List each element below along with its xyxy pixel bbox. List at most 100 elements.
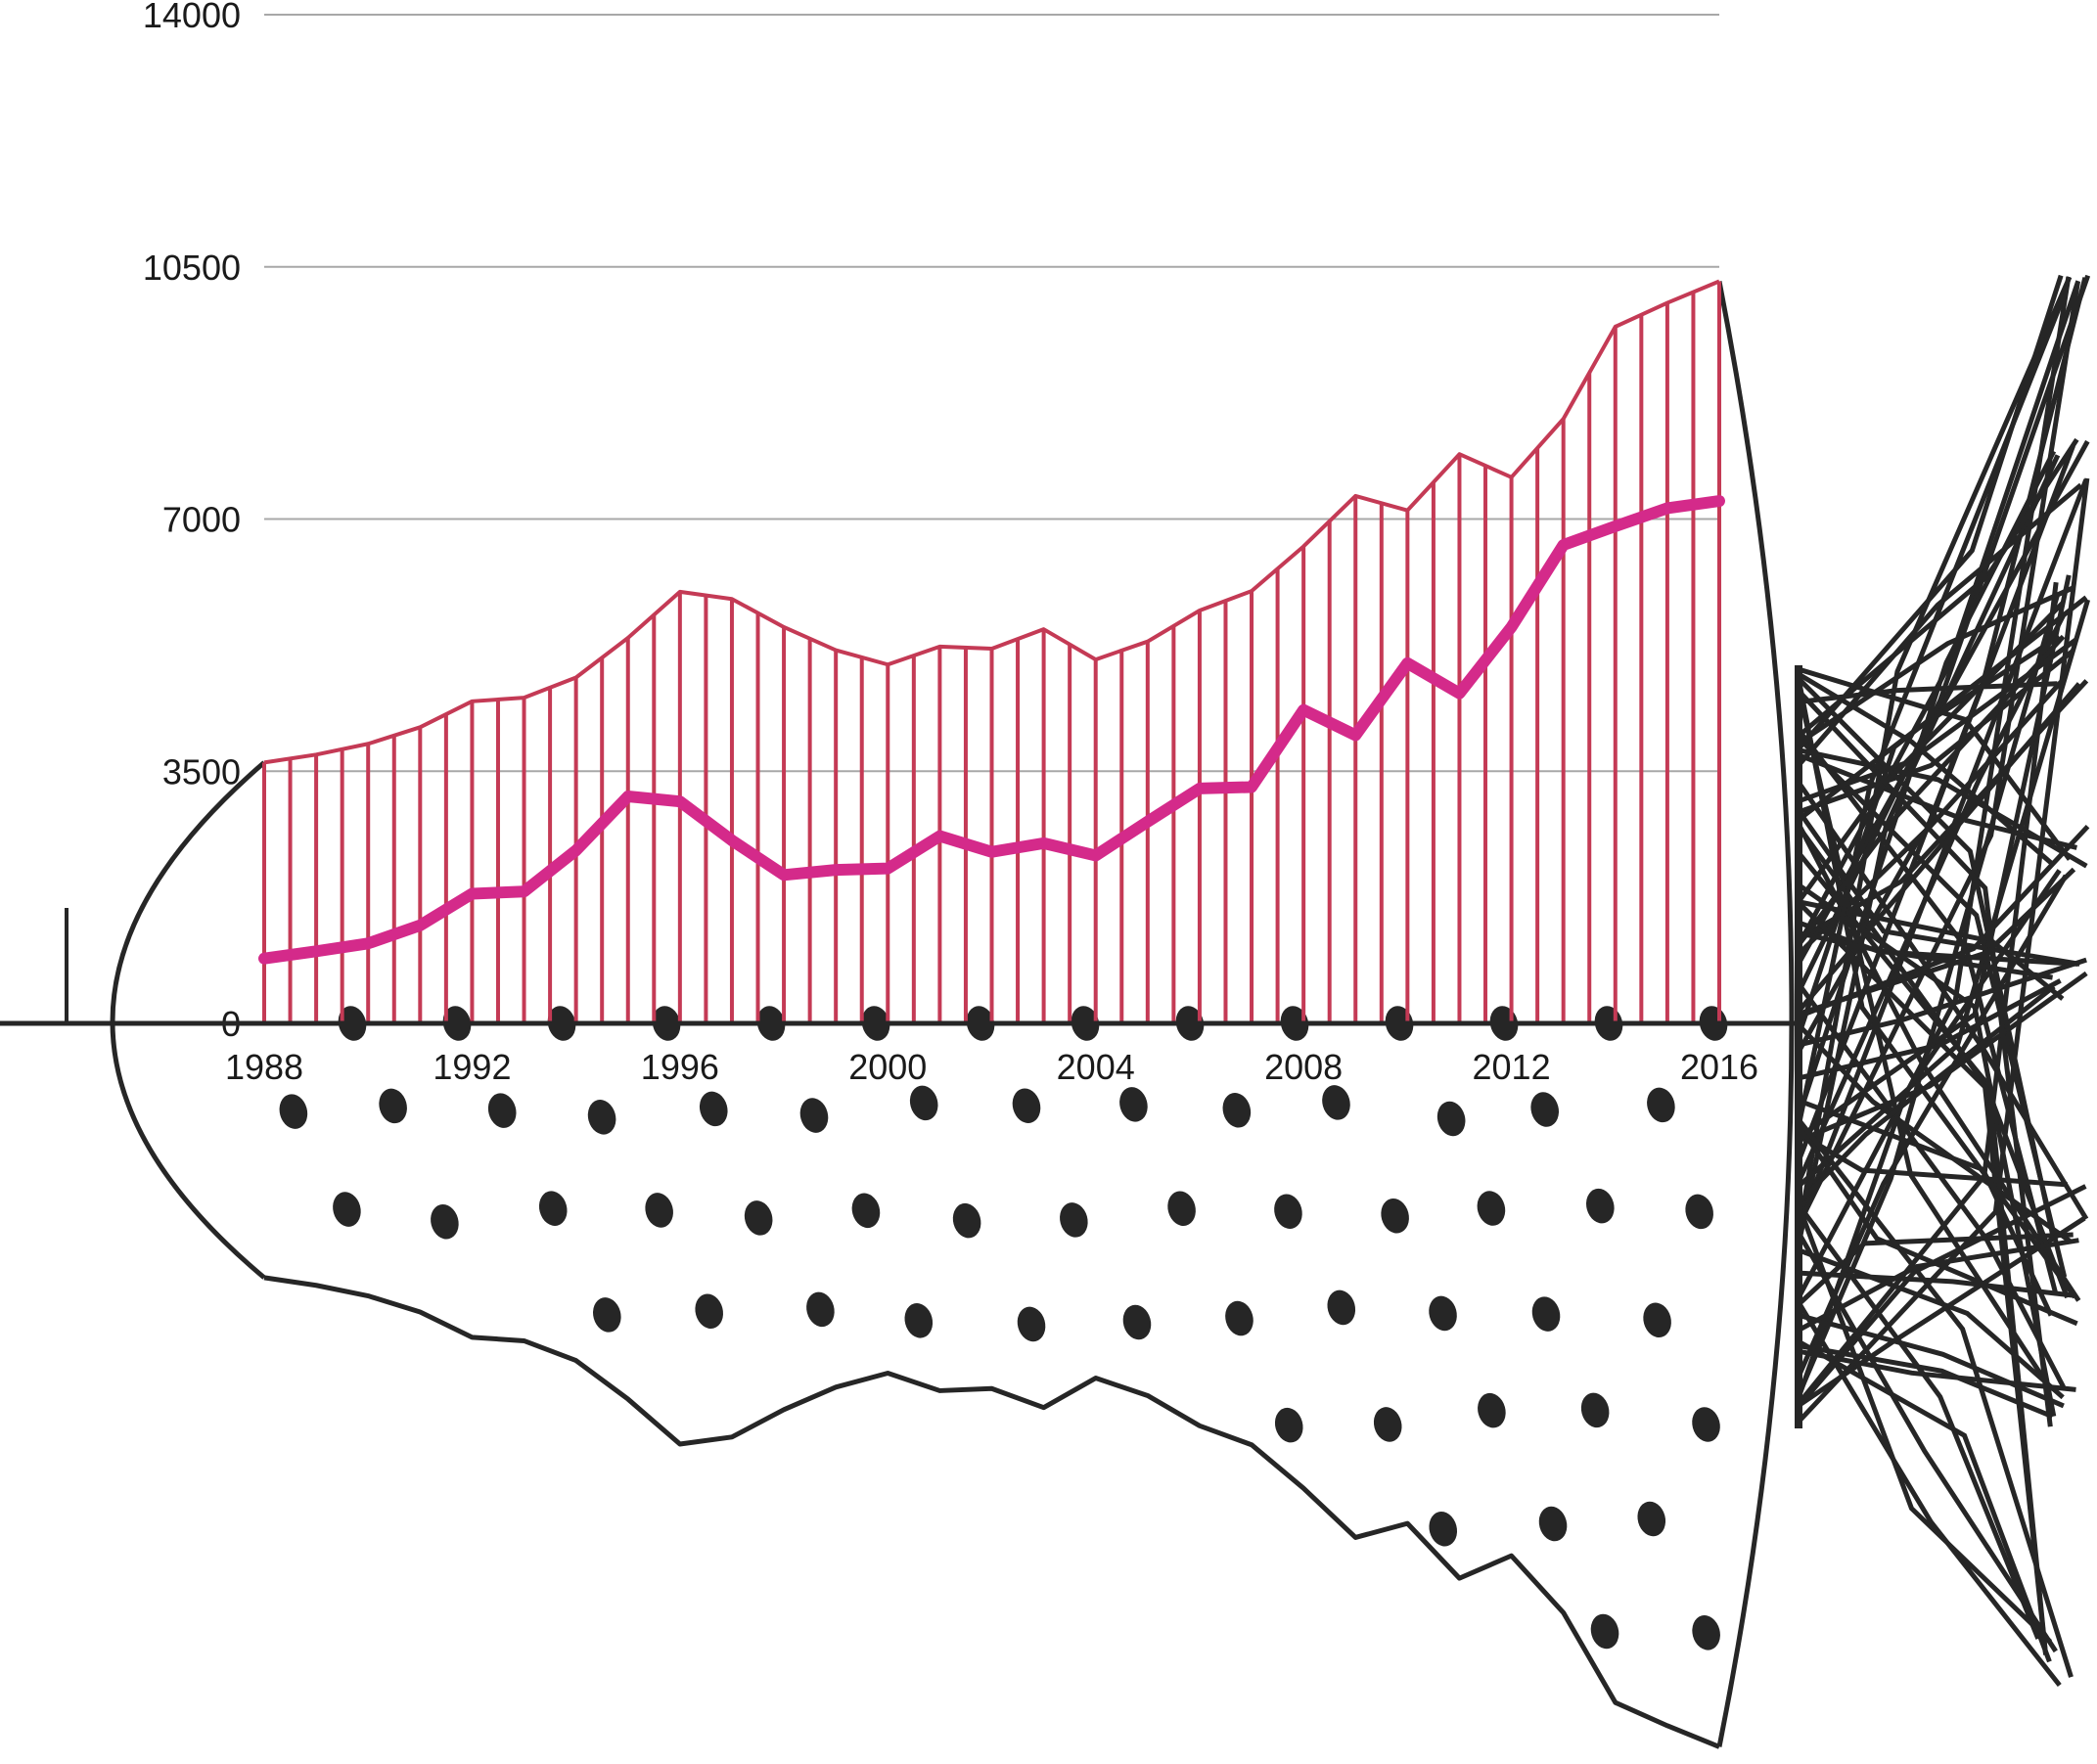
x-tick-label: 2012: [1473, 1047, 1551, 1087]
scribble-stroke: [1797, 900, 2070, 1299]
trend-line: [258, 495, 1725, 965]
series-line: [258, 495, 1725, 965]
scribble-stroke: [1798, 681, 2058, 704]
y-axis-ticks: 0350070001050014000: [143, 0, 241, 1044]
pattern-dot: [379, 1088, 407, 1124]
scribble-stroke: [1797, 634, 2066, 947]
pattern-dot: [1429, 1295, 1457, 1332]
pattern-dot: [695, 1293, 723, 1330]
scribble-stroke: [1796, 450, 2057, 1118]
x-axis-ticks: 1988 1992 1996 2000 2004 2008 2012 2016: [225, 1047, 1758, 1087]
pattern-dot: [1222, 1093, 1252, 1128]
scribble-stroke: [1797, 1339, 2052, 1663]
y-tick-label: 3500: [162, 751, 241, 792]
pattern-dot: [1274, 1407, 1303, 1443]
scribble-stroke: [1797, 984, 2056, 1205]
mirror-outline: [263, 1275, 1720, 1749]
scribble-stroke: [1797, 1216, 2086, 1408]
pattern-dot: [1274, 1194, 1302, 1229]
scribble-stroke: [1797, 437, 2079, 739]
pattern-dot: [279, 1094, 308, 1129]
scribble-stroke: [1796, 293, 2068, 1127]
scribble-stroke: [1798, 1247, 2065, 1400]
scribble-stroke: [1798, 747, 2088, 869]
pattern-dot: [1538, 1506, 1568, 1542]
scribble-stroke: [1796, 1123, 2078, 1327]
pattern-dot: [1060, 1202, 1088, 1238]
scribble-stroke: [1796, 677, 2077, 1299]
pattern-dot: [431, 1203, 459, 1240]
scribble-stroke: [1798, 1343, 2054, 1420]
pattern-dot: [587, 1100, 616, 1135]
scribble-stroke: [1797, 676, 2055, 1236]
scribble-stroke: [1796, 600, 2066, 904]
pattern-dot: [333, 1192, 361, 1227]
pattern-dot: [1586, 1188, 1615, 1224]
scribble-stroke: [1797, 1184, 2087, 1409]
pattern-dot: [1530, 1092, 1559, 1127]
pattern-dot: [1322, 1085, 1350, 1120]
pattern-dot: [1373, 1407, 1402, 1442]
scribble-stroke: [1797, 274, 2064, 751]
pattern-dot: [1122, 1304, 1152, 1340]
pattern-dot: [1327, 1289, 1356, 1326]
pattern-dot: [1381, 1198, 1409, 1234]
pattern-dot: [904, 1303, 934, 1338]
pattern-dot: [1225, 1300, 1254, 1336]
scribble-stroke: [1796, 592, 2061, 1397]
scribble-stroke: [1796, 478, 2089, 1229]
scribble-stroke: [1797, 728, 2059, 1295]
x-tick-label: 2008: [1264, 1047, 1343, 1087]
left-lens: [110, 760, 266, 1280]
right-lens: [1716, 281, 1795, 1747]
pattern-dot: [1643, 1302, 1671, 1338]
scribble-stroke: [1797, 1022, 2074, 1244]
series-outline: [263, 279, 1720, 765]
pattern-dot: [1167, 1191, 1196, 1227]
upper-hatched-area: [262, 279, 1721, 1023]
y-tick-label: 14000: [143, 0, 241, 35]
pattern-dot: [1477, 1191, 1506, 1226]
pattern-dot: [1580, 1392, 1610, 1428]
x-tick-label: 2016: [1680, 1047, 1758, 1087]
pattern-dot: [952, 1202, 981, 1239]
y-tick-label: 10500: [143, 248, 241, 288]
pattern-dot: [806, 1291, 835, 1328]
pattern-dot: [1478, 1392, 1506, 1428]
scribble-stroke: [1797, 689, 2053, 1427]
pattern-dot: [1017, 1306, 1046, 1342]
y-tick-label: 7000: [162, 500, 241, 540]
pattern-dot: [1685, 1194, 1713, 1230]
pattern-dot: [1119, 1087, 1148, 1122]
pattern-dot: [699, 1091, 728, 1127]
scribble-stroke: [1797, 482, 2083, 767]
pattern-dot: [851, 1193, 881, 1229]
scribble-stroke: [1796, 676, 2067, 1054]
scribble-stroke: [1798, 957, 2087, 1048]
pattern-dot: [1637, 1501, 1666, 1537]
scribble-stroke: [1797, 1117, 2074, 1678]
pattern-dot: [1590, 1613, 1619, 1650]
x-tick-label: 1996: [641, 1047, 719, 1087]
pattern-dot: [1012, 1088, 1041, 1123]
pattern-dot: [1531, 1296, 1561, 1332]
x-tick-label: 2004: [1057, 1047, 1135, 1087]
pattern-dot: [744, 1200, 773, 1236]
pattern-dot: [1429, 1511, 1458, 1547]
pattern-dot: [1692, 1407, 1720, 1442]
x-tick-label: 1988: [225, 1047, 303, 1087]
scribble-stroke: [1796, 276, 2073, 1234]
pattern-dot: [1647, 1087, 1675, 1123]
pattern-dot: [538, 1191, 568, 1226]
pattern-dot: [645, 1193, 673, 1228]
pattern-dot: [799, 1098, 829, 1133]
scribble-stroke: [1797, 634, 2061, 822]
right-scribble-ornament: [1795, 274, 2091, 1688]
x-tick-label: 1992: [433, 1047, 511, 1087]
pattern-dot: [1436, 1101, 1466, 1137]
pattern-dot: [593, 1297, 621, 1333]
pattern-dot: [909, 1085, 938, 1121]
scribble-stroke: [1797, 477, 2090, 1424]
scribble-stroke: [1797, 882, 2057, 1418]
